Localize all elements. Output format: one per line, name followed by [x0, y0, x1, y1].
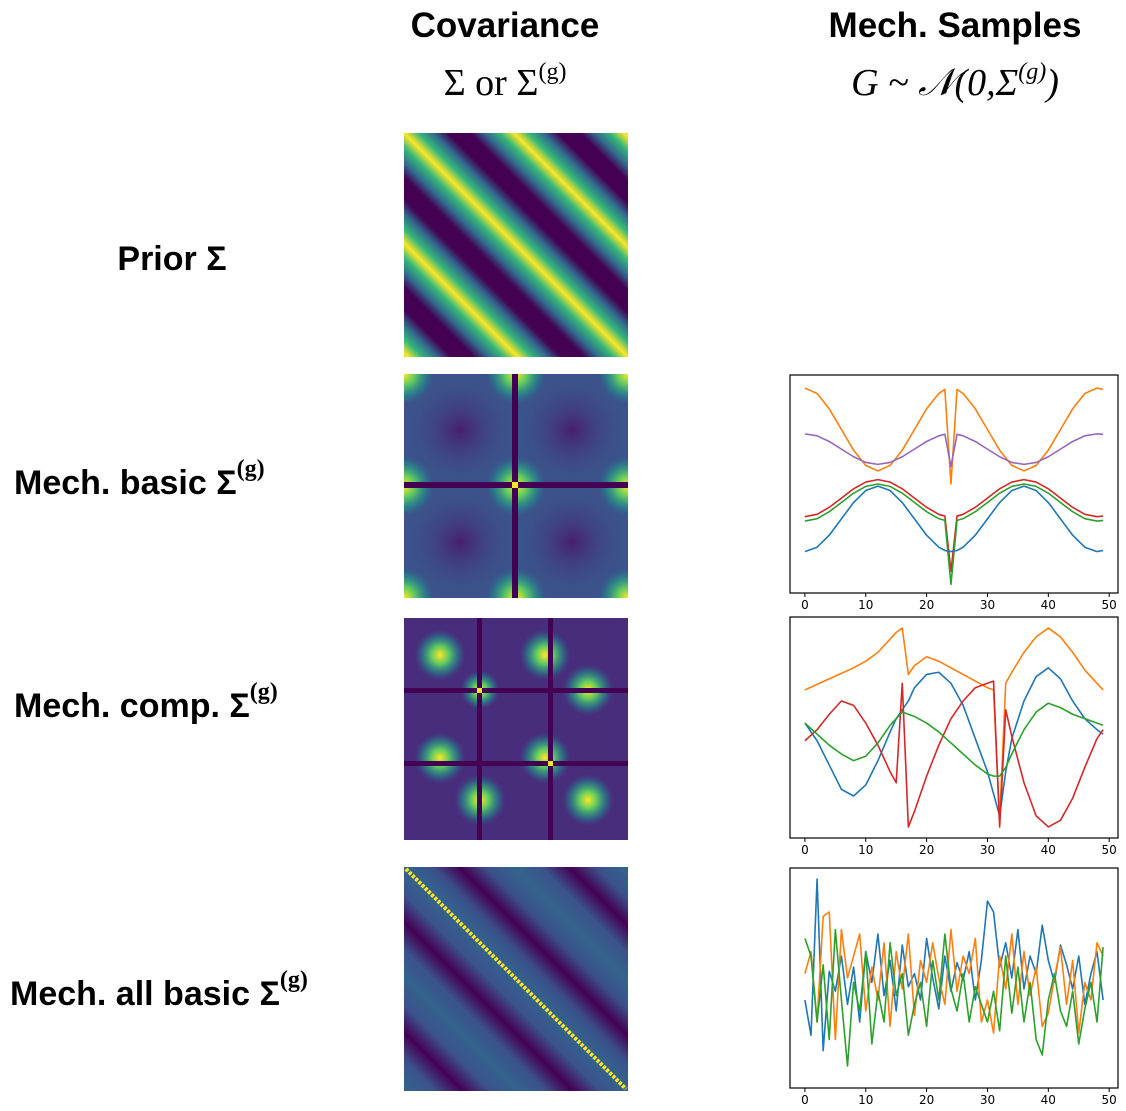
series-line [804, 702, 1104, 777]
plot-frame [789, 616, 1119, 839]
x-tick-label: 40 [1041, 843, 1056, 857]
x-tick-label: 30 [980, 1093, 995, 1107]
x-tick-label: 40 [1041, 1093, 1056, 1107]
heatmap [404, 618, 628, 840]
heatmap [404, 133, 628, 357]
series-line [804, 911, 1104, 1041]
superscript: (g) [237, 456, 265, 482]
row-label: Mech. basic Σ(g) [14, 456, 265, 502]
plot-area [790, 617, 1118, 838]
x-tick-label: 30 [980, 843, 995, 857]
x-tick-label: 40 [1041, 598, 1056, 612]
series-line [804, 387, 1104, 485]
x-tick-label: 50 [1102, 598, 1117, 612]
series-line [804, 478, 1104, 572]
x-tick-label: 20 [919, 598, 934, 612]
x-tick-label: 10 [858, 598, 873, 612]
x-tick-label: 0 [801, 1093, 809, 1107]
series-line [804, 928, 1104, 1067]
x-tick-label: 50 [1102, 843, 1117, 857]
heatmap-diagonal [404, 867, 628, 1091]
column-subtitle: G ~ 𝒩(0,Σ(g)) [851, 59, 1059, 104]
superscript: (g) [538, 59, 566, 85]
x-tick-label: 20 [919, 1093, 934, 1107]
superscript: (g) [250, 679, 278, 705]
series-line [804, 667, 1104, 817]
x-tick-label: 50 [1102, 1093, 1117, 1107]
series-line [804, 433, 1104, 468]
symbol: ) [1044, 62, 1059, 104]
row-text: Prior Σ [117, 240, 226, 278]
superscript: (g) [280, 967, 308, 993]
column-title: Mech. Samples [829, 6, 1082, 45]
plot-frame [789, 374, 1119, 594]
heatmap [404, 374, 628, 598]
series-line [804, 627, 1104, 822]
x-tick-label: 10 [858, 843, 873, 857]
column-title: Covariance [411, 6, 600, 45]
row-text: Mech. all basic Σ [10, 975, 280, 1013]
row-text: Mech. comp. Σ [14, 687, 250, 725]
row-text: Mech. basic Σ [14, 464, 237, 502]
symbol: G ~ 𝒩(0,Σ [851, 62, 1018, 104]
series-line [804, 483, 1104, 586]
symbol: Σ or Σ [444, 62, 539, 104]
x-tick-label: 0 [801, 843, 809, 857]
series-line [804, 680, 1104, 828]
row-label: Mech. all basic Σ(g) [10, 967, 308, 1013]
plot-frame [789, 867, 1119, 1089]
series-line [804, 485, 1104, 553]
x-tick-label: 30 [980, 598, 995, 612]
column-subtitle: Σ or Σ(g) [444, 59, 567, 104]
x-tick-label: 20 [919, 843, 934, 857]
superscript: (g) [1018, 59, 1046, 85]
row-label: Prior Σ [117, 240, 226, 278]
row-label: Mech. comp. Σ(g) [14, 679, 278, 725]
x-tick-label: 10 [858, 1093, 873, 1107]
x-tick-label: 0 [801, 598, 809, 612]
